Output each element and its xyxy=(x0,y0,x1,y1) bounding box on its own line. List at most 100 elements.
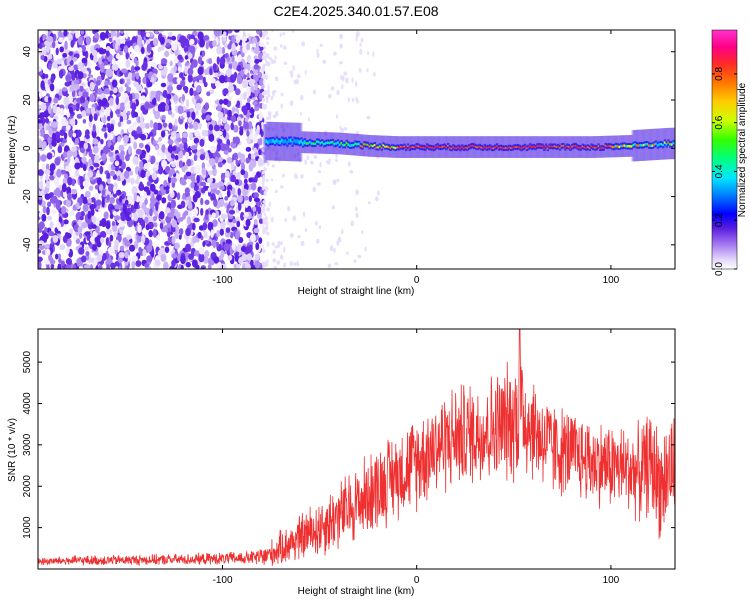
spectrogram-noise-cell xyxy=(184,55,189,60)
spectrogram-noise-cell xyxy=(133,213,139,222)
spectrogram-noise-cell xyxy=(238,256,244,265)
spectrogram-noise-cell xyxy=(116,170,122,176)
spectrogram-noise-cell xyxy=(42,140,47,149)
spectrogram-noise-cell xyxy=(195,85,202,93)
snr-y-label: SNR (10 * v/v) xyxy=(7,418,18,482)
spectrogram-noise-cell xyxy=(265,36,270,40)
spectrogram-noise-cell xyxy=(253,197,261,203)
spectrogram-noise-cell xyxy=(186,158,192,167)
spectrogram-noise-cell xyxy=(194,190,201,199)
spectrogram-noise-cell xyxy=(242,62,248,68)
spectrogram-noise-cell xyxy=(144,101,150,110)
spectrogram-noise-cell xyxy=(90,106,96,115)
spectrogram-noise-cell xyxy=(216,105,222,112)
spectrogram-noise-cell xyxy=(183,210,189,216)
spectrogram-noise-cell xyxy=(257,157,263,167)
spectrogram-noise-cell xyxy=(80,255,87,263)
spectrogram-noise-cell xyxy=(253,64,260,70)
spectrogram-noise-cell xyxy=(266,61,271,67)
spectrogram-noise-cell xyxy=(123,134,129,144)
spectrogram-noise-cell xyxy=(293,153,297,159)
snr-x-tick-label: 0 xyxy=(414,575,420,586)
spectrogram-noise-cell xyxy=(242,188,248,196)
spectrogram-noise-cell xyxy=(145,32,151,38)
spectrogram-noise-cell xyxy=(161,58,168,65)
spectrogram-noise-cell xyxy=(157,103,163,112)
signal-core xyxy=(543,147,546,149)
spectrogram-y-tick-label: 0 xyxy=(22,145,33,151)
signal-core xyxy=(483,145,486,148)
spectrogram-noise-cell xyxy=(56,168,62,178)
signal-core xyxy=(616,145,619,148)
spectrogram-noise-cell xyxy=(270,216,274,223)
signal-core xyxy=(445,146,448,149)
spectrogram-noise-cell xyxy=(101,127,107,132)
signal-core xyxy=(672,141,675,145)
spectrogram-noise-cell xyxy=(258,137,263,146)
spectrogram-noise-cell xyxy=(161,197,167,204)
spectrogram-noise-cell xyxy=(160,69,167,76)
spectrogram-noise-cell xyxy=(235,230,240,240)
signal-core xyxy=(613,145,616,149)
spectrogram-noise-cell xyxy=(168,31,173,37)
spectrogram-noise-cell xyxy=(92,38,98,43)
spectrogram-noise-cell xyxy=(119,115,124,124)
signal-core xyxy=(649,144,652,147)
spectrogram-noise-cell xyxy=(277,242,281,249)
spectrogram-noise-cell xyxy=(93,54,98,64)
spectrogram-noise-cell xyxy=(88,185,94,191)
spectrogram-noise-cell xyxy=(187,201,193,209)
signal-core xyxy=(452,146,455,148)
spectrogram-noise-cell xyxy=(262,138,265,145)
spectrogram-noise-cell xyxy=(47,201,52,208)
spectrogram-noise-cell xyxy=(171,35,177,41)
signal-core xyxy=(408,147,411,150)
spectrogram-noise-cell xyxy=(204,102,209,111)
spectrogram-noise-cell xyxy=(347,97,350,103)
spectrogram-noise-cell xyxy=(178,160,183,168)
spectrogram-noise-cell xyxy=(261,171,265,175)
spectrogram-noise-cell xyxy=(180,200,186,209)
spectrogram-noise-cell xyxy=(75,30,80,39)
signal-core xyxy=(648,144,651,147)
spectrogram-noise-cell xyxy=(268,57,273,61)
spectrogram-noise-cell xyxy=(51,41,56,49)
spectrogram-x-tick-label: 100 xyxy=(603,275,620,286)
spectrogram-noise-cell xyxy=(271,127,275,132)
spectrogram-noise-cell xyxy=(367,51,370,56)
spectrogram-noise-cell xyxy=(304,228,308,232)
colorbar-tick-label: 0.0 xyxy=(714,262,725,276)
signal-core xyxy=(476,146,479,149)
spectrogram-noise-cell xyxy=(297,151,300,156)
spectrogram-noise-cell xyxy=(343,71,348,76)
spectrogram-noise-cell xyxy=(114,260,120,269)
spectrogram-noise-cell xyxy=(66,57,70,66)
signal-core xyxy=(429,146,432,149)
spectrogram-noise-cell xyxy=(51,195,58,204)
spectrogram-noise-cell xyxy=(266,207,270,212)
signal-core xyxy=(364,143,368,146)
spectrogram-noise-cell xyxy=(335,154,338,159)
spectrogram-noise-cell xyxy=(266,126,271,131)
spectrogram-noise-cell xyxy=(118,222,125,228)
spectrogram-noise-cell xyxy=(301,241,305,246)
spectrogram-noise-cell xyxy=(38,180,44,190)
spectrogram-noise-cell xyxy=(139,195,146,201)
signal-core xyxy=(342,143,345,147)
spectrogram-noise-cell xyxy=(207,170,213,176)
spectrogram-noise-cell xyxy=(94,84,99,92)
spectrogram-noise-cell xyxy=(182,112,187,118)
spectrogram-noise-cell xyxy=(302,211,306,218)
spectrogram-noise-cell xyxy=(274,245,279,249)
spectrogram-noise-cell xyxy=(258,112,263,122)
spectrogram-noise-cell xyxy=(195,264,200,269)
spectrogram-noise-cell xyxy=(243,73,247,80)
signal-core xyxy=(597,145,600,147)
spectrogram-noise-cell xyxy=(326,160,331,165)
spectrogram-noise-cell xyxy=(101,152,107,161)
signal-core xyxy=(462,147,465,150)
spectrogram-noise-cell xyxy=(87,197,92,204)
spectrogram-noise-cell xyxy=(188,132,194,141)
signal-core xyxy=(314,142,317,146)
spectrogram-noise-cell xyxy=(166,93,172,100)
